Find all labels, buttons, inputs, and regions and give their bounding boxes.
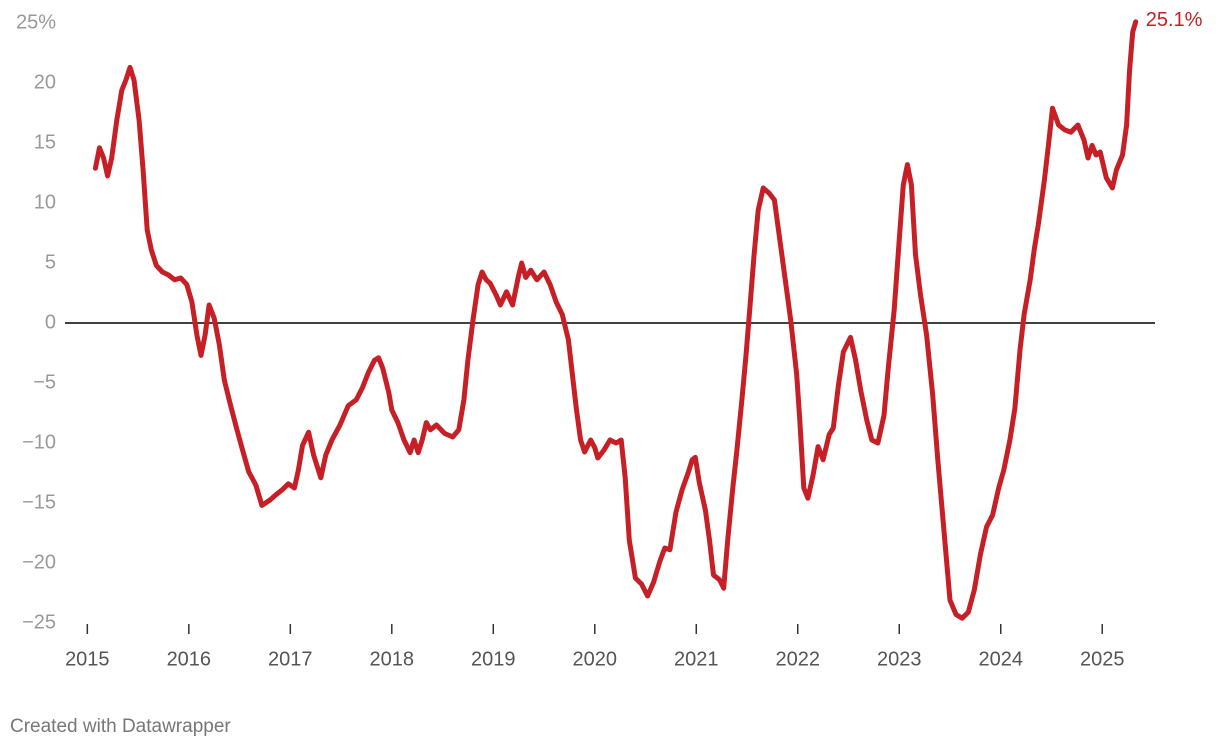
y-tick-label: 5 [45,251,56,273]
x-tick-label: 2021 [674,648,719,670]
x-tick-label: 2022 [776,648,821,670]
end-label: 25.1% [1146,9,1203,31]
x-tick-label: 2019 [471,648,516,670]
y-tick-label: 15 [34,131,56,153]
x-tick-label: 2024 [978,648,1023,670]
x-tick-label: 2015 [65,648,110,670]
y-tick-label: −20 [22,551,56,573]
x-tick-label: 2025 [1080,648,1125,670]
series-line [92,19,1139,621]
x-tick-label: 2020 [573,648,618,670]
y-tick-label: 0 [45,311,56,333]
x-tick-label: 2017 [268,648,313,670]
footer: Created with Datawrapper [10,716,231,737]
y-tick-label: −5 [33,371,56,393]
y-tick-label: −25 [22,611,56,633]
y-tick-label: −15 [22,491,56,513]
y-tick-label: 25% [16,11,56,33]
y-tick-label: −10 [22,431,56,453]
x-tick-label: 2016 [167,648,212,670]
y-tick-label: 10 [34,191,56,213]
y-tick-label: 20 [34,71,56,93]
x-tick-label: 2023 [877,648,922,670]
x-tick-label: 2018 [370,648,415,670]
